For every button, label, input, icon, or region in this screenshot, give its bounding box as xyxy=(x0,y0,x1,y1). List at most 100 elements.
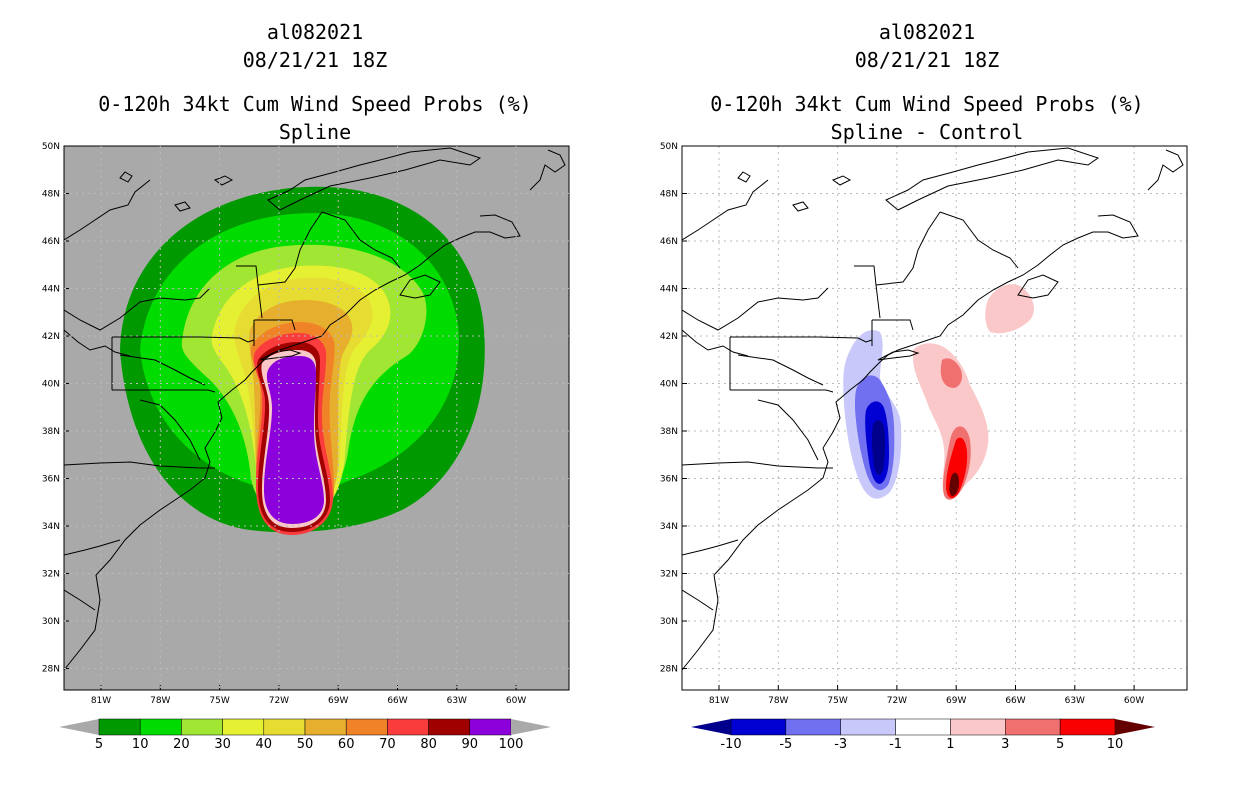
colorbar-label: -5 xyxy=(779,737,792,752)
lon-label: 75W xyxy=(827,696,847,706)
colorbar-swatch xyxy=(428,718,471,736)
lon-label: 81W xyxy=(709,696,729,706)
lat-label: 42N xyxy=(660,332,678,342)
colorbar-swatch xyxy=(785,718,841,736)
lat-label: 42N xyxy=(42,332,60,342)
right-grid xyxy=(682,146,1187,690)
colorbar-label: 90 xyxy=(462,737,479,752)
colorbar-swatch xyxy=(1059,718,1116,736)
colorbar-label: -10 xyxy=(720,737,741,752)
colorbar-swatch xyxy=(387,718,429,736)
lat-label: 50N xyxy=(660,142,678,152)
lat-label: 40N xyxy=(660,380,678,390)
lat-label: 48N xyxy=(42,190,60,200)
lon-label: 78W xyxy=(768,696,788,706)
right-title-storm-id: al082021 xyxy=(878,20,976,44)
colorbar-label: -3 xyxy=(834,737,847,752)
lat-label: 34N xyxy=(660,522,678,532)
left-probability-contours xyxy=(64,147,566,671)
colorbar-label: 10 xyxy=(132,737,149,752)
colorbar-swatch xyxy=(304,718,347,736)
lon-label: 63W xyxy=(1065,696,1085,706)
left-map-panel xyxy=(63,145,570,691)
lat-label: 28N xyxy=(42,665,60,675)
colorbar-label: 60 xyxy=(338,737,355,752)
colorbar-swatch xyxy=(840,718,896,736)
right-title-datetime: 08/21/21 18Z xyxy=(854,48,1000,72)
colorbar-swatch xyxy=(263,718,306,736)
colorbar-label: 1 xyxy=(946,737,954,752)
diff-pos-10 xyxy=(949,472,959,496)
lon-label: 60W xyxy=(506,696,526,706)
colorbar-label: 5 xyxy=(95,737,103,752)
colorbar-swatch xyxy=(950,718,1006,736)
colorbar-low-triangle xyxy=(59,719,99,735)
colorbar-swatch xyxy=(181,718,223,736)
colorbar-high-triangle xyxy=(511,719,551,735)
lon-label: 69W xyxy=(328,696,348,706)
lon-label: 69W xyxy=(946,696,966,706)
lon-label: 78W xyxy=(150,696,170,706)
colorbar-swatch xyxy=(345,718,388,736)
colorbar-low-triangle xyxy=(691,719,731,735)
colorbar-label: 100 xyxy=(499,737,524,752)
colorbar-swatch xyxy=(222,718,265,736)
left-grid xyxy=(64,146,569,690)
lat-label: 40N xyxy=(42,380,60,390)
colorbar-label: 30 xyxy=(214,737,231,752)
lat-label: 36N xyxy=(42,475,60,485)
lat-label: 34N xyxy=(42,522,60,532)
lat-label: 32N xyxy=(42,570,60,580)
lat-label: 32N xyxy=(660,570,678,580)
right-colorbar: -10 -5 -3 -1 1 3 5 10 xyxy=(691,718,1155,752)
colorbar-swatch xyxy=(98,718,141,736)
colorbar-label: 80 xyxy=(420,737,437,752)
colorbar-label: 5 xyxy=(1056,737,1064,752)
diff-pos-east xyxy=(985,284,1034,334)
lat-label: 44N xyxy=(42,285,60,295)
lon-label: 81W xyxy=(91,696,111,706)
colorbar-swatch xyxy=(469,718,512,736)
lon-label: 66W xyxy=(387,696,407,706)
lon-label: 72W xyxy=(269,696,289,706)
colorbar-label: 10 xyxy=(1107,737,1124,752)
lon-label: 60W xyxy=(1124,696,1144,706)
lon-label: 66W xyxy=(1005,696,1025,706)
lat-label: 38N xyxy=(42,427,60,437)
colorbar-label: 3 xyxy=(1001,737,1009,752)
right-title-product: 0-120h 34kt Cum Wind Speed Probs (%) xyxy=(710,92,1144,116)
diff-neg-max xyxy=(871,420,886,475)
diff-pos-3 xyxy=(940,358,962,388)
right-axis-labels: 50N 48N 46N 44N 42N 40N 38N 36N 34N 32N 30N 28N 81W 7… xyxy=(660,142,1145,706)
colorbar-swatch xyxy=(895,718,951,736)
lat-label: 46N xyxy=(42,237,60,247)
lat-label: 30N xyxy=(660,617,678,627)
lat-label: 44N xyxy=(660,285,678,295)
colorbar-label: 40 xyxy=(256,737,273,752)
lon-label: 72W xyxy=(887,696,907,706)
lon-label: 63W xyxy=(447,696,467,706)
colorbar-swatch xyxy=(139,718,182,736)
left-axis-labels: 50N 48N 46N 44N 42N 40N 38N 36N 34N 32N 30N 28N 81W 7… xyxy=(42,142,527,706)
colorbar-swatch xyxy=(1005,718,1061,736)
lat-label: 38N xyxy=(660,427,678,437)
right-title-subtitle: Spline - Control xyxy=(830,120,1024,144)
colorbar-high-triangle xyxy=(1115,719,1155,735)
lat-label: 28N xyxy=(660,665,678,675)
lat-label: 36N xyxy=(660,475,678,485)
lon-label: 75W xyxy=(209,696,229,706)
colorbar-label: 20 xyxy=(173,737,190,752)
left-title-subtitle: Spline xyxy=(278,120,352,144)
colorbar-label: 50 xyxy=(297,737,314,752)
left-title-storm-id: al082021 xyxy=(266,20,364,44)
left-colorbar: 5 10 20 30 40 50 60 70 80 90 100 xyxy=(59,718,551,752)
lat-label: 30N xyxy=(42,617,60,627)
colorbar-label: 70 xyxy=(379,737,396,752)
right-difference-contours xyxy=(682,146,1187,690)
lat-label: 50N xyxy=(42,142,60,152)
colorbar-label: -1 xyxy=(889,737,902,752)
left-title-datetime: 08/21/21 18Z xyxy=(242,48,388,72)
left-title-product: 0-120h 34kt Cum Wind Speed Probs (%) xyxy=(98,92,532,116)
lat-label: 48N xyxy=(660,190,678,200)
